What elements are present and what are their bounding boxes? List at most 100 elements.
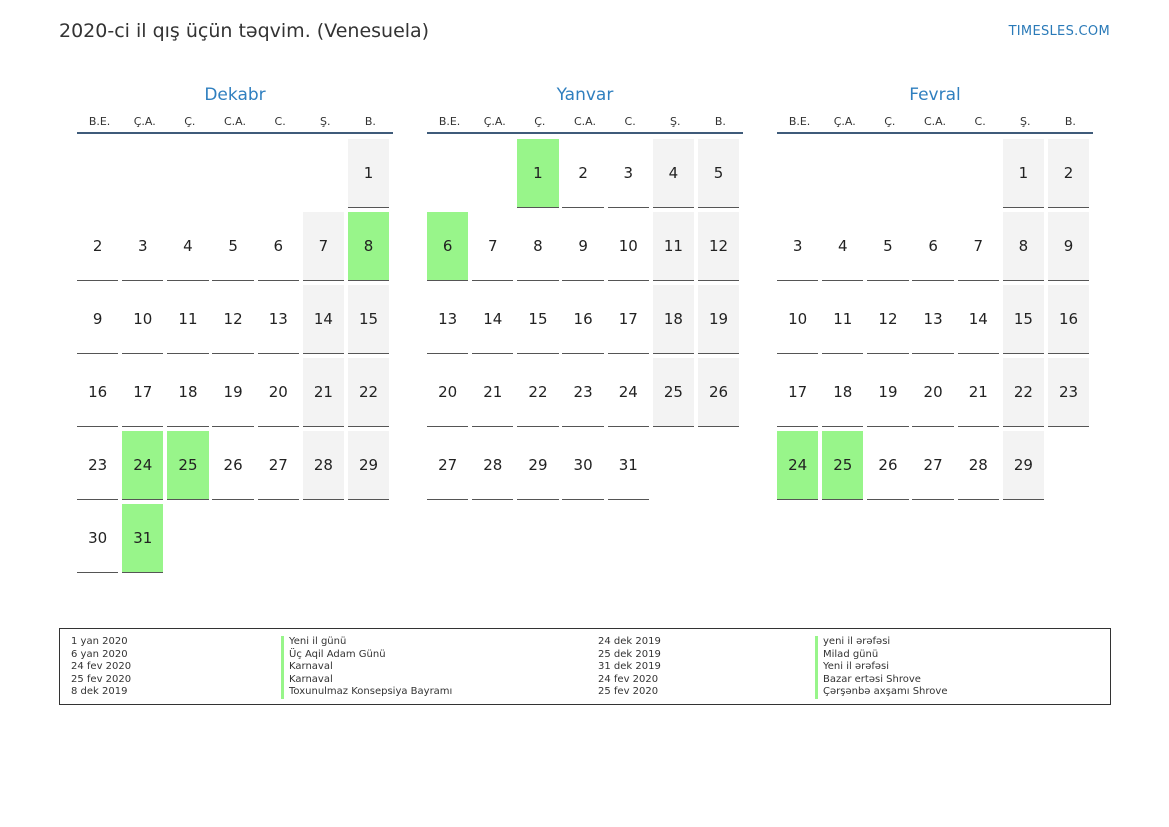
empty-cell: [653, 431, 694, 500]
day-cell: 19: [867, 358, 909, 427]
holiday-day-cell: 24: [122, 431, 164, 500]
day-cell: 13: [427, 285, 469, 354]
legend-holiday-name: Yeni il ərəfəsi: [823, 661, 890, 672]
empty-cell: [427, 139, 468, 208]
legend-dates-right: 24 dek 2019 25 dek 2019 31 dek 2019 24 f…: [598, 636, 661, 699]
legend-date: 25 fev 2020: [598, 686, 659, 697]
day-cell: 2: [77, 212, 119, 281]
day-cell: 10: [122, 285, 164, 354]
day-cell: 17: [122, 358, 164, 427]
day-cell: 27: [912, 431, 954, 500]
weekday-label: C.: [974, 115, 986, 128]
weekend-day-cell: 4: [652, 139, 695, 208]
legend-date: 25 dek 2019: [598, 648, 661, 660]
weekend-day-cell: 9: [1047, 212, 1090, 281]
month-title: Yanvar: [556, 85, 614, 105]
day-cell: 10: [607, 212, 649, 281]
legend-holiday-name: Üç Aqil Adam Günü: [289, 648, 386, 660]
day-cell: 31: [607, 431, 649, 500]
weekend-day-cell: 26: [697, 358, 740, 427]
weekday-label: B.: [714, 115, 726, 128]
empty-cell: [777, 139, 818, 208]
legend-date: 6 yan 2020: [71, 648, 128, 660]
day-cell: 16: [562, 285, 604, 354]
holiday-day-cell: 6: [427, 212, 469, 281]
weekday-label: Ş.: [1020, 115, 1031, 128]
weekend-day-cell: 1: [347, 139, 390, 208]
weekend-day-cell: 29: [1002, 431, 1045, 500]
legend-date: 24 fev 2020: [598, 673, 659, 685]
empty-cell: [167, 139, 208, 208]
day-cell: 4: [167, 212, 209, 281]
week-row: 24 25 26 27 28 29: [777, 430, 1093, 503]
day-cell: 7: [957, 212, 999, 281]
weekday-label: C.A.: [923, 115, 946, 128]
day-cell: 17: [607, 285, 649, 354]
day-cell: 22: [517, 358, 559, 427]
legend-holiday-name: Karnaval: [289, 661, 333, 672]
day-cell: 3: [777, 212, 819, 281]
empty-cell: [912, 139, 953, 208]
weekend-day-cell: 12: [697, 212, 740, 281]
day-cell: 6: [912, 212, 954, 281]
day-cell: 12: [867, 285, 909, 354]
holiday-day-cell: 8: [347, 212, 390, 281]
week-row: 27 28 29 30 31: [427, 430, 743, 503]
legend-names-left: Yeni il günü Üç Aqil Adam Günü Karnaval …: [281, 636, 452, 699]
weekend-day-cell: 28: [302, 431, 345, 500]
day-cell: 19: [212, 358, 254, 427]
legend-names-right: yeni il ərəfəsi Milad günü Yeni il ərəfə…: [815, 636, 947, 699]
day-cell: 2: [562, 139, 604, 208]
legend-holiday-name: Toxunulmaz Konsepsiya Bayramı: [289, 686, 453, 697]
empty-cell: [348, 504, 389, 573]
day-cell: 27: [427, 431, 469, 500]
day-cell: 11: [167, 285, 209, 354]
day-cell: 3: [607, 139, 649, 208]
week-row: 9 10 11 12 13 14 15: [77, 284, 393, 357]
day-cell: 5: [212, 212, 254, 281]
day-cell: 20: [427, 358, 469, 427]
weekend-day-cell: 11: [652, 212, 695, 281]
weekend-day-cell: 23: [1047, 358, 1090, 427]
empty-cell: [122, 139, 163, 208]
weekday-label: B.: [364, 115, 376, 128]
empty-cell: [1048, 431, 1089, 500]
empty-cell: [212, 139, 253, 208]
legend-date: 31 dek 2019: [598, 661, 661, 672]
weekday-label: Ç.: [884, 115, 896, 128]
month-fevral: Fevral B.E. Ç.A. Ç. C.A. C. Ş. B. 1 2 3 4 5 6 7 8 9 10 11 1…: [777, 84, 1093, 503]
holiday-day-cell: 24: [777, 431, 819, 500]
day-cell: 14: [957, 285, 999, 354]
weekend-day-cell: 15: [1002, 285, 1045, 354]
empty-cell: [822, 139, 863, 208]
weekday-label: C.A.: [573, 115, 596, 128]
empty-cell: [303, 504, 344, 573]
weekday-label: Ş.: [670, 115, 681, 128]
week-row: 1: [77, 138, 393, 211]
week-row: 30 31: [77, 503, 393, 576]
weekday-label: Ç.: [184, 115, 196, 128]
weekday-label: C.A.: [223, 115, 246, 128]
day-cell: 6: [257, 212, 299, 281]
weekend-day-cell: 25: [652, 358, 695, 427]
week-row: 23 24 25 26 27 28 29: [77, 430, 393, 503]
day-cell: 5: [867, 212, 909, 281]
empty-cell: [212, 504, 253, 573]
day-cell: 9: [77, 285, 119, 354]
week-row: 6 7 8 9 10 11 12: [427, 211, 743, 284]
weekday-label: B.E.: [88, 115, 111, 128]
site-link[interactable]: TIMESLES.COM: [1008, 24, 1110, 39]
holiday-legend: 1 yan 2020 6 yan 2020 24 fev 2020 25 fev…: [59, 628, 1111, 705]
day-cell: 21: [472, 358, 514, 427]
week-row: 17 18 19 20 21 22 23: [777, 357, 1093, 430]
day-cell: 3: [122, 212, 164, 281]
weekday-header: B.E. Ç.A. Ç. C.A. C. Ş. B.: [77, 114, 393, 134]
legend-holiday-name: Çərşənbə axşamı Shrove: [823, 686, 948, 697]
weekday-label: B.E.: [438, 115, 461, 128]
day-cell: 15: [517, 285, 559, 354]
weekday-label: Ç.: [534, 115, 546, 128]
day-cell: 18: [167, 358, 209, 427]
week-row: 16 17 18 19 20 21 22: [77, 357, 393, 430]
day-cell: 10: [777, 285, 819, 354]
